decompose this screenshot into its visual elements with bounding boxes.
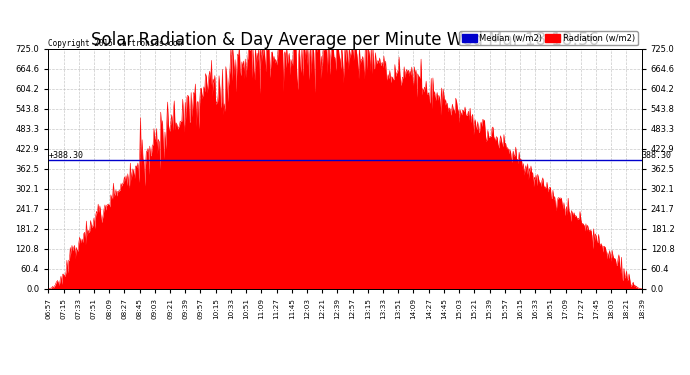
- Title: Solar Radiation & Day Average per Minute Wed Mar 18 18:56: Solar Radiation & Day Average per Minute…: [91, 31, 599, 49]
- Text: +388.30: +388.30: [48, 151, 83, 160]
- Text: Copyright 2015 Cartronics.com: Copyright 2015 Cartronics.com: [48, 39, 182, 48]
- Legend: Median (w/m2), Radiation (w/m2): Median (w/m2), Radiation (w/m2): [459, 32, 638, 45]
- Text: 388.30: 388.30: [642, 151, 671, 160]
